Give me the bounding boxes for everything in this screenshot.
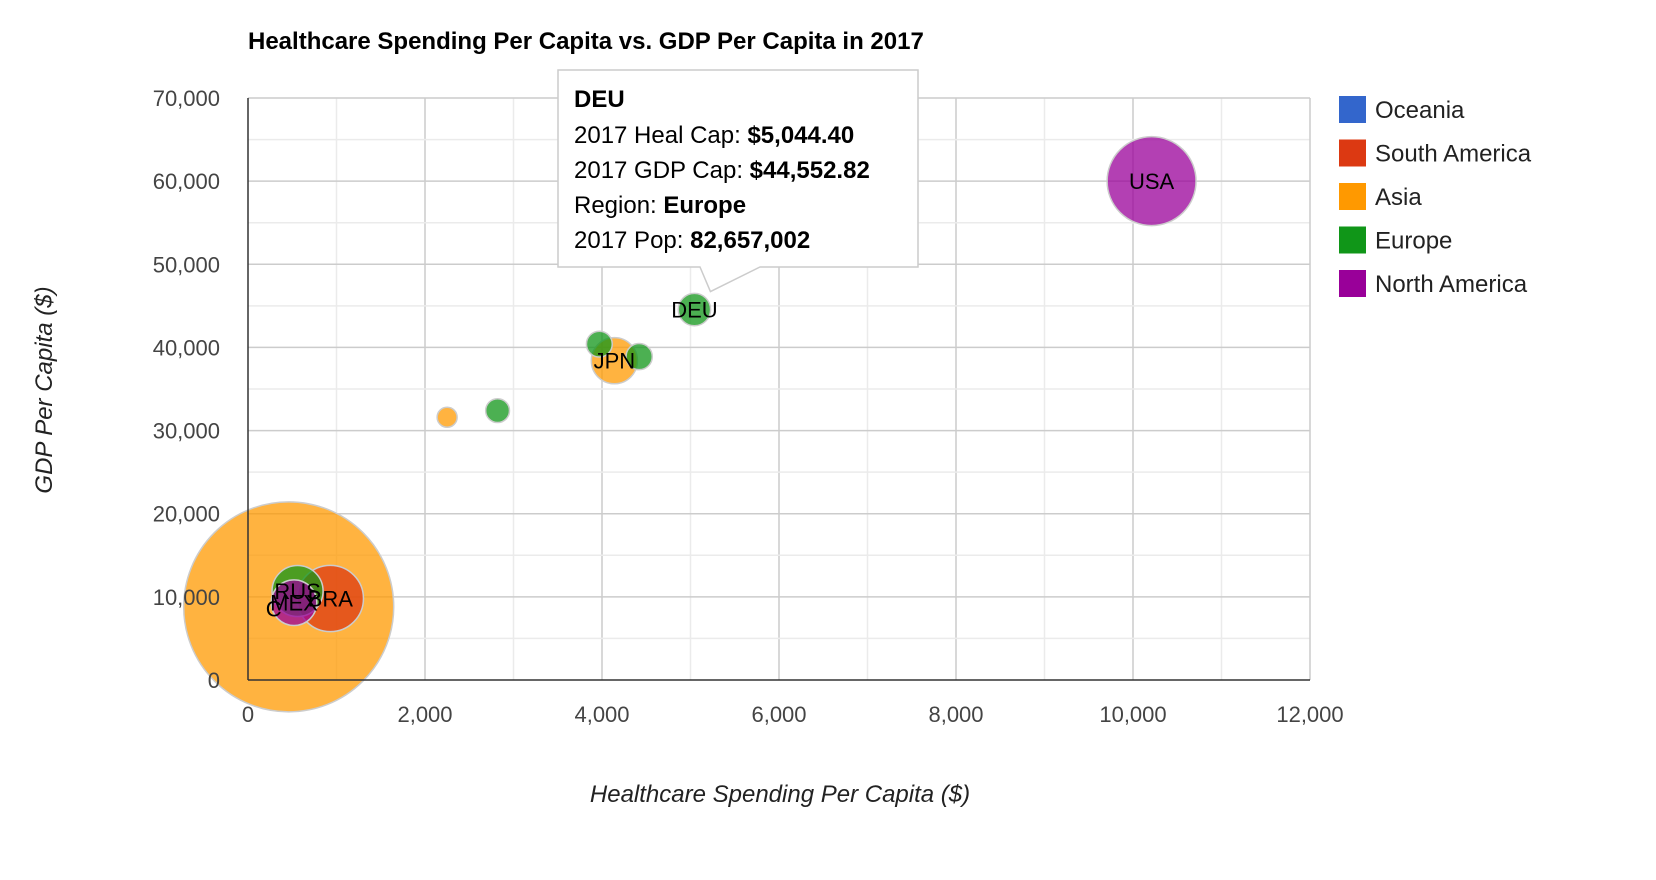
legend-swatch: [1339, 270, 1366, 297]
tooltip: DEU 2017 Heal Cap: $5,044.40 2017 GDP Cap:…: [557, 69, 919, 293]
bubble-label: RUS: [274, 579, 320, 604]
bubble: [1106, 135, 1197, 227]
x-tick-label: 4,000: [574, 702, 629, 727]
x-tick-label: 12,000: [1276, 702, 1343, 727]
tooltip-line-label: 2017 Pop:: [574, 227, 690, 254]
tooltip-line: 2017 Heal Cap: $5,044.40: [574, 122, 854, 149]
legend-swatch: [1339, 226, 1366, 254]
y-tick-label: 0: [208, 668, 220, 693]
legend-swatch: [1339, 139, 1366, 167]
y-tick-label: 10,000: [153, 585, 220, 610]
legend-label: North America: [1375, 271, 1528, 298]
bubble-label: JPN: [594, 349, 636, 374]
bubble: [625, 342, 654, 371]
legend: Oceania South America Asia Europe North Amer…: [1339, 96, 1532, 298]
y-tick-label: 30,000: [153, 419, 220, 444]
y-axis-title: GDP Per Capita ($): [31, 286, 58, 493]
tooltip-line: Region: Europe: [574, 192, 746, 219]
legend-swatch: [1339, 183, 1366, 210]
tooltip-box: [557, 69, 919, 293]
tooltip-line-label: 2017 Heal Cap:: [574, 122, 747, 149]
tooltip-line: 2017 Pop: 82,657,002: [574, 227, 810, 254]
bubble-label: DEU: [671, 298, 717, 323]
tooltip-line-label: Region:: [574, 192, 663, 219]
tooltip-line-value: $44,552.82: [750, 157, 870, 184]
x-axis-title: Healthcare Spending Per Capita ($): [590, 781, 970, 808]
y-tick-label: 70,000: [153, 86, 220, 111]
bubble-label: USA: [1129, 169, 1175, 194]
bubble: [484, 397, 511, 424]
bubble-label: BRA: [308, 587, 354, 612]
tooltip-line-value: $5,044.40: [747, 122, 854, 149]
tooltip-line-value: 82,657,002: [690, 227, 810, 254]
legend-label: Oceania: [1375, 97, 1465, 124]
tooltip-line-label: 2017 GDP Cap:: [574, 157, 750, 184]
y-tick-label: 40,000: [153, 335, 220, 360]
chart-title: Healthcare Spending Per Capita vs. GDP P…: [248, 28, 924, 55]
bubble: [270, 579, 318, 627]
legend-label: South America: [1375, 141, 1532, 168]
x-tick-label: 0: [242, 702, 254, 727]
x-tick-label: 6,000: [751, 702, 806, 727]
x-tick-label: 8,000: [928, 702, 983, 727]
y-tick-label: 60,000: [153, 169, 220, 194]
bubble-label: MEX: [270, 591, 318, 616]
bubble: [677, 292, 712, 327]
x-tick-label: 10,000: [1099, 702, 1166, 727]
tooltip-title: DEU: [574, 86, 625, 113]
bubble: [585, 330, 614, 358]
y-tick-label: 50,000: [153, 252, 220, 277]
bubble-label: C: [266, 596, 282, 621]
legend-label: Europe: [1375, 228, 1452, 255]
tooltip-line-value: Europe: [663, 192, 746, 219]
legend-swatch: [1339, 96, 1366, 123]
legend-label: Asia: [1375, 184, 1422, 211]
y-tick-label: 20,000: [153, 502, 220, 527]
tooltip-line: 2017 GDP Cap: $44,552.82: [574, 157, 870, 184]
x-tick-label: 2,000: [397, 702, 452, 727]
bubble: [436, 406, 458, 429]
